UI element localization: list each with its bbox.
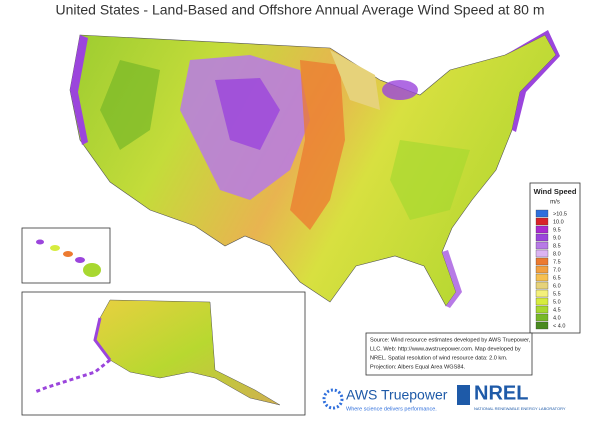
- plains-peak: [215, 78, 280, 150]
- legend-label: 10.0: [553, 219, 564, 225]
- west-low: [100, 60, 160, 150]
- alaska-inset: [21, 291, 306, 416]
- legend-swatch: [535, 249, 549, 258]
- nrel-tagline: NATIONAL RENEWABLE ENERGY LABORATORY: [474, 406, 566, 411]
- island: [83, 263, 101, 277]
- map-title: United States - Land-Based and Offshore …: [55, 2, 544, 18]
- source-box: Source: Wind resource estimates develope…: [365, 332, 533, 376]
- legend-label: 9.5: [553, 227, 561, 233]
- logos: AWS Truepower Where science delivers per…: [322, 382, 566, 412]
- legend-swatch: [535, 217, 549, 226]
- legend-label: < 4.0: [553, 323, 565, 329]
- legend-label: 9.0: [553, 235, 561, 241]
- lakes-region: [330, 50, 380, 110]
- legend-swatch: [535, 289, 549, 298]
- aws-tagline: Where science delivers performance.: [346, 406, 437, 412]
- legend-swatch: [535, 233, 549, 242]
- offshore-west: [70, 35, 88, 145]
- legend-label: 5.5: [553, 291, 561, 297]
- legend-swatch: [535, 241, 549, 250]
- legend-swatch: [535, 209, 549, 218]
- legend-swatch: [535, 257, 549, 266]
- legend-label: 6.5: [553, 275, 561, 281]
- legend-swatch: [535, 281, 549, 290]
- legend-title: Wind Speed: [534, 187, 577, 196]
- source-line: Source: Wind resource estimates develope…: [370, 337, 531, 343]
- island: [75, 257, 85, 263]
- source-line: LLC. Web: http://www.awstruepower.com. M…: [370, 346, 521, 352]
- hawaii-inset: [21, 227, 111, 284]
- source-line: NREL. Spatial resolution of wind resourc…: [370, 355, 508, 361]
- legend-label: 5.0: [553, 299, 561, 305]
- offshore-florida: [442, 250, 462, 308]
- offshore-east: [505, 30, 560, 132]
- legend-swatch: [535, 313, 549, 322]
- legend-swatch: [535, 273, 549, 282]
- nrel-icon: [457, 385, 470, 405]
- legend: Wind Speed m/s >10.5 10.0 9.5 9.0 8.5 8.0 7.5 7…: [529, 182, 581, 334]
- aws-name: AWS Truepower: [346, 387, 448, 403]
- source-frame: [365, 332, 533, 376]
- legend-label: 7.0: [553, 267, 561, 273]
- legend-swatch: [535, 265, 549, 274]
- legend-label: 4.5: [553, 307, 561, 313]
- midwest-band: [290, 60, 345, 230]
- legend-swatch: [535, 305, 549, 314]
- legend-label: 7.5: [553, 259, 561, 265]
- source-line: Projection: Albers Equal Area WGS84.: [370, 364, 466, 370]
- legend-label: 4.0: [553, 315, 561, 321]
- legend-label: 8.5: [553, 243, 561, 249]
- legend-swatch: [535, 297, 549, 306]
- legend-label: >10.5: [553, 211, 567, 217]
- island: [36, 239, 44, 245]
- aleutians: [34, 358, 111, 394]
- legend-label: 8.0: [553, 251, 561, 257]
- legend-unit: m/s: [550, 200, 560, 206]
- east-low: [390, 140, 470, 220]
- legend-swatch: [535, 225, 549, 234]
- legend-swatch: [535, 321, 549, 330]
- island: [50, 245, 60, 251]
- us-map: [69, 30, 560, 308]
- great-lakes: [382, 80, 418, 100]
- aws-icon: [322, 388, 344, 410]
- alaska-coast: [93, 317, 112, 361]
- legend-label: 6.0: [553, 283, 561, 289]
- island: [63, 251, 73, 257]
- nrel-name: NREL: [474, 382, 528, 404]
